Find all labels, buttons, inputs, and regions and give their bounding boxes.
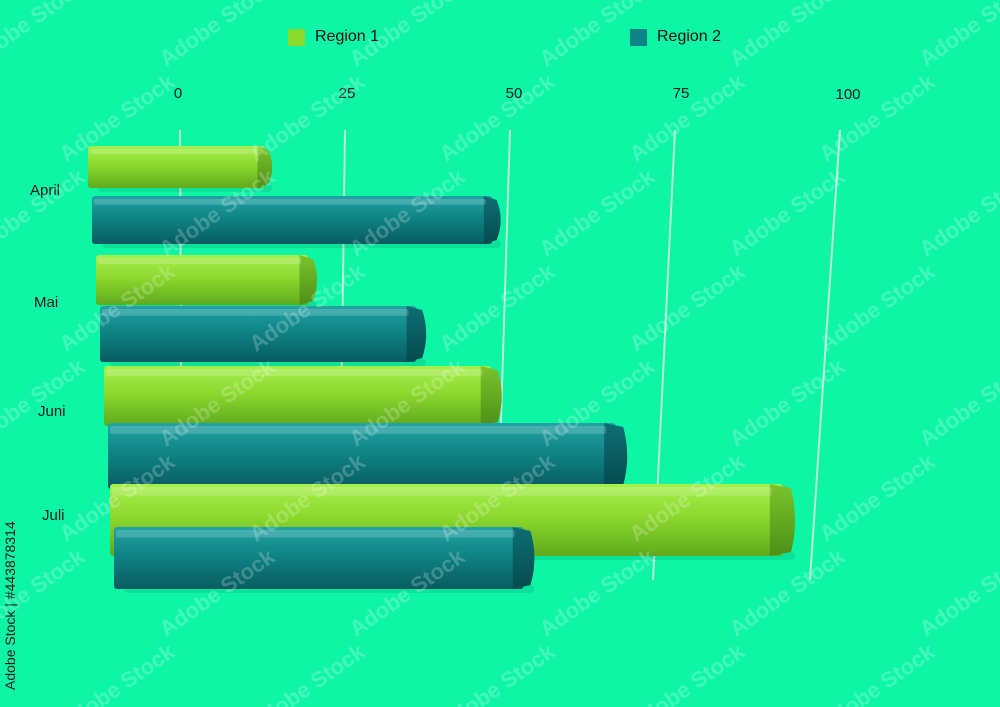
bar-highlight bbox=[102, 309, 409, 316]
bar-highlight bbox=[106, 369, 483, 377]
stock-credit-text: Adobe Stock | #443878314 bbox=[2, 521, 18, 690]
bar-region-2-mai bbox=[100, 306, 427, 366]
bar-end-cap bbox=[512, 527, 535, 589]
bar-end-cap bbox=[257, 146, 273, 188]
bar-end-cap bbox=[299, 255, 318, 305]
bar-highlight bbox=[116, 530, 515, 538]
bar-highlight bbox=[112, 487, 772, 496]
bar-highlight bbox=[94, 199, 486, 205]
bar-body bbox=[88, 146, 265, 188]
bar-region-1-mai bbox=[96, 255, 318, 309]
bars bbox=[88, 146, 796, 593]
x-tick-label-75: 75 bbox=[673, 85, 690, 102]
bar-region-2-juni bbox=[108, 423, 628, 493]
x-tick-label-25: 25 bbox=[339, 85, 356, 102]
bar-highlight bbox=[98, 258, 302, 264]
category-labels: April Mai Juni Juli bbox=[30, 182, 66, 524]
bar-highlight bbox=[90, 149, 260, 155]
bar-region-2-juli bbox=[114, 527, 535, 593]
category-label-mai: Mai bbox=[34, 294, 58, 311]
category-label-juli: Juli bbox=[42, 507, 65, 524]
bar-body bbox=[108, 423, 616, 489]
bar-region-1-april bbox=[88, 146, 273, 192]
bar-highlight bbox=[110, 426, 607, 434]
bar-end-cap bbox=[483, 196, 501, 244]
bar-end-cap bbox=[406, 306, 427, 362]
category-label-april: April bbox=[30, 182, 60, 199]
legend-swatch-region-1 bbox=[288, 28, 305, 46]
legend-item-region-1: Region 1 bbox=[288, 28, 379, 46]
bar-region-1-juni bbox=[104, 366, 502, 430]
bar-body bbox=[104, 366, 492, 426]
legend-item-region-2: Region 2 bbox=[630, 28, 721, 46]
bar-region-2-april bbox=[92, 196, 501, 248]
legend-swatch-region-2 bbox=[630, 28, 647, 46]
grid-line-100 bbox=[809, 129, 841, 581]
x-tick-label-0: 0 bbox=[174, 85, 182, 102]
bar-end-cap bbox=[604, 423, 628, 489]
bar-body bbox=[114, 527, 524, 589]
legend: Region 1 Region 2 bbox=[0, 28, 1000, 52]
bar-body bbox=[92, 196, 493, 244]
x-axis-ticks: 0 25 50 75 100 bbox=[174, 85, 861, 103]
legend-label-region-2: Region 2 bbox=[657, 28, 722, 45]
bar-end-cap bbox=[769, 484, 796, 556]
bar-body bbox=[100, 306, 417, 362]
legend-label-region-1: Region 1 bbox=[315, 28, 380, 45]
bar-end-cap bbox=[480, 366, 502, 426]
x-tick-label-100: 100 bbox=[835, 86, 860, 103]
bar-body bbox=[96, 255, 309, 305]
x-tick-label-50: 50 bbox=[506, 85, 523, 102]
category-label-juni: Juni bbox=[38, 403, 66, 420]
